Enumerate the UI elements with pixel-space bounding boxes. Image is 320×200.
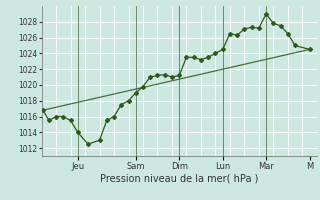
X-axis label: Pression niveau de la mer( hPa ): Pression niveau de la mer( hPa ) bbox=[100, 173, 258, 183]
